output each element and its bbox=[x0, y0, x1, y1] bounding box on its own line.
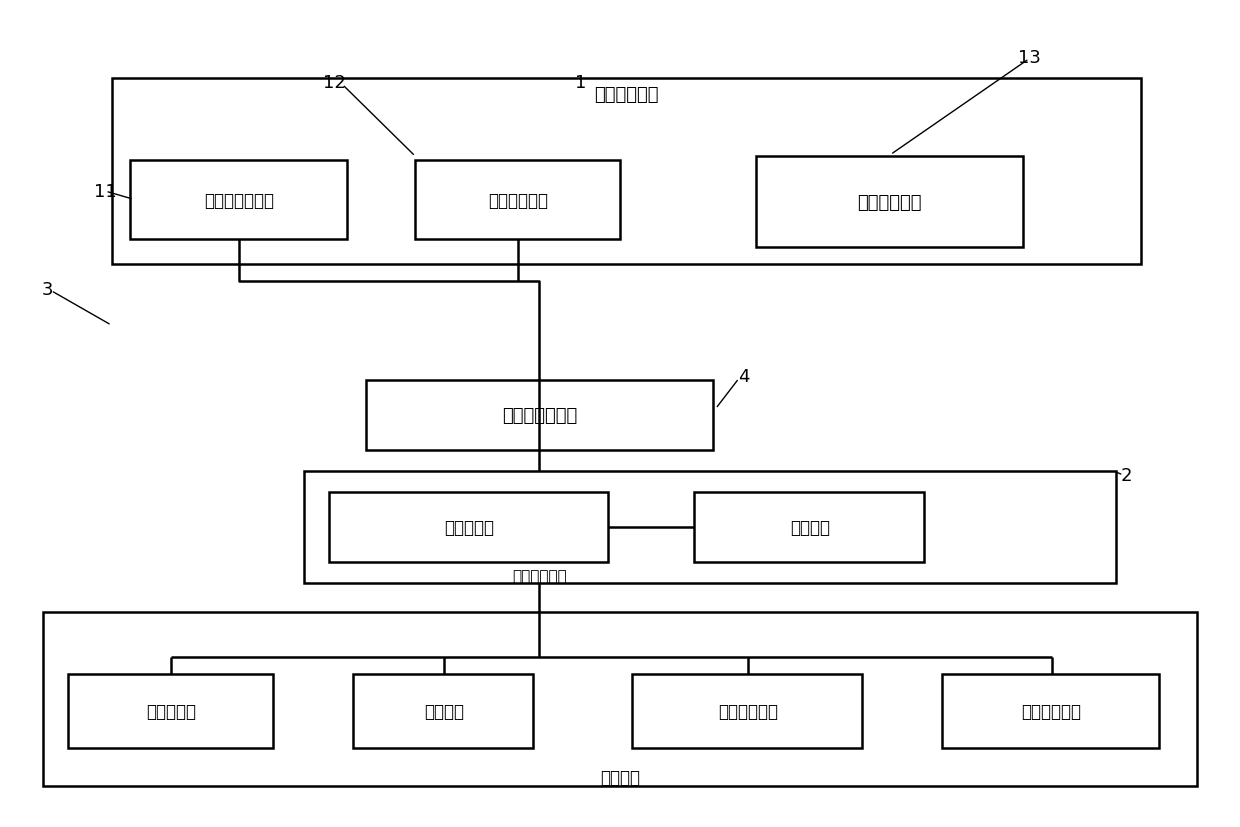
Text: 4: 4 bbox=[738, 367, 750, 385]
Bar bbox=[112, 79, 1141, 265]
Text: 界面展示机构: 界面展示机构 bbox=[1022, 702, 1081, 720]
Text: 控制终端: 控制终端 bbox=[600, 768, 640, 786]
Bar bbox=[130, 161, 347, 240]
Text: 云服务器: 云服务器 bbox=[790, 519, 830, 537]
Text: 1: 1 bbox=[574, 74, 587, 92]
Text: 客户终端: 客户终端 bbox=[424, 702, 464, 720]
Text: 边缘服务器: 边缘服务器 bbox=[444, 519, 494, 537]
Text: 红外线传感器: 红外线传感器 bbox=[489, 192, 548, 210]
Bar bbox=[329, 492, 608, 562]
Text: 报警响应系统: 报警响应系统 bbox=[718, 702, 777, 720]
Text: 图像采集装置: 图像采集装置 bbox=[857, 194, 921, 212]
Bar bbox=[632, 674, 862, 748]
Text: 液体流量传感器: 液体流量传感器 bbox=[205, 192, 274, 210]
Bar bbox=[694, 492, 924, 562]
Text: 13: 13 bbox=[1018, 49, 1040, 67]
Text: 3: 3 bbox=[41, 280, 53, 299]
Bar bbox=[304, 471, 1116, 583]
Bar bbox=[415, 161, 620, 240]
Bar bbox=[68, 674, 273, 748]
Text: 数据采集机构: 数据采集机构 bbox=[594, 86, 658, 104]
Text: 11: 11 bbox=[94, 183, 117, 201]
Text: 2: 2 bbox=[1120, 466, 1132, 485]
Bar bbox=[43, 612, 1197, 786]
Text: 监控中心、: 监控中心、 bbox=[146, 702, 196, 720]
Bar bbox=[366, 380, 713, 451]
Bar bbox=[756, 157, 1023, 248]
Text: 12: 12 bbox=[324, 74, 346, 92]
Text: 物联网智能网关: 物联网智能网关 bbox=[502, 406, 577, 424]
Bar bbox=[353, 674, 533, 748]
Bar bbox=[942, 674, 1159, 748]
Text: 分析预测模块: 分析预测模块 bbox=[512, 569, 567, 584]
